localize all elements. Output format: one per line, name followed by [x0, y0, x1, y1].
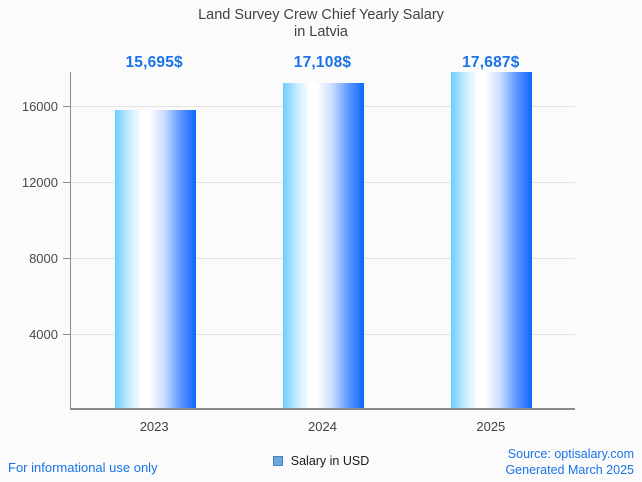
y-tick-label-12000: 12000	[21, 175, 58, 191]
generated-line: Generated March 2025	[505, 462, 634, 477]
plot-area	[70, 72, 575, 410]
y-tick-label-4000: 4000	[29, 327, 58, 343]
bar-2023	[114, 109, 196, 408]
value-label-2023: 15,695$	[125, 54, 183, 71]
disclaimer-note: For informational use only	[8, 460, 158, 475]
y-tick-mark-16000	[63, 106, 70, 108]
bar-2025	[451, 72, 533, 408]
x-label-2023: 2023	[139, 419, 169, 434]
y-tick-mark-4000	[63, 334, 70, 336]
chart-title: Land Survey Crew Chief Yearly Salary in …	[0, 7, 642, 41]
x-label-2024: 2024	[308, 419, 337, 434]
bar-2024	[283, 83, 364, 408]
legend-label: Salary in USD	[290, 454, 370, 468]
y-tick-label-8000: 8000	[29, 251, 58, 267]
y-tick-mark-8000	[63, 258, 70, 260]
chart-title-line1: Land Survey Crew Chief Yearly Salary	[198, 7, 444, 23]
y-tick-mark-12000	[63, 182, 70, 184]
y-tick-label-16000: 16000	[21, 99, 58, 115]
legend-swatch-icon	[272, 456, 283, 466]
chart-title-line2: in Latvia	[293, 24, 348, 40]
source-line: Source: optisalary.com	[507, 447, 634, 461]
legend: Salary in USD	[0, 454, 642, 468]
x-label-2025: 2025	[476, 419, 506, 434]
value-label-2025: 17,687$	[462, 54, 520, 71]
source-note: Source: optisalary.com Generated March 2…	[505, 447, 634, 478]
value-label-2024: 17,108$	[293, 54, 352, 71]
